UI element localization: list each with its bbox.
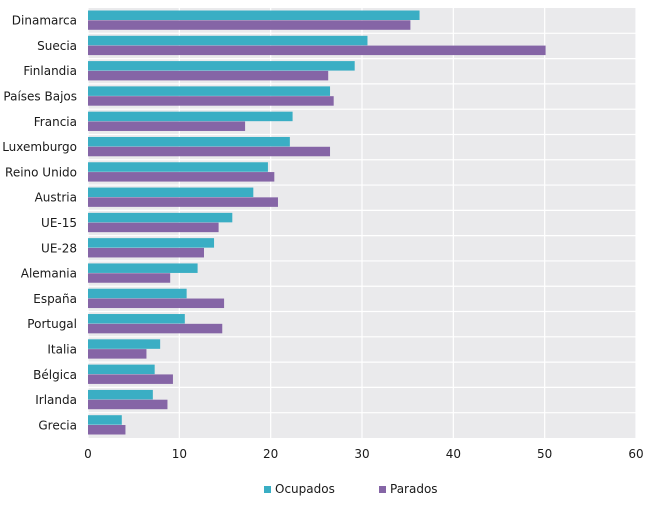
category-label-16: Grecia bbox=[38, 418, 77, 432]
bar-parados-1 bbox=[88, 45, 546, 56]
category-label-4: Francia bbox=[34, 115, 77, 129]
bar-ocupados-3 bbox=[88, 86, 331, 96]
bar-ocupados-15 bbox=[88, 389, 153, 400]
x-tick-label-5: 50 bbox=[537, 447, 552, 461]
category-label-1: Suecia bbox=[37, 39, 77, 53]
category-label-12: Portugal bbox=[27, 317, 77, 331]
bar-parados-4 bbox=[88, 121, 246, 131]
category-label-7: Austria bbox=[35, 191, 77, 205]
bar-parados-2 bbox=[88, 70, 329, 81]
bar-parados-10 bbox=[88, 273, 171, 283]
bar-parados-13 bbox=[88, 349, 147, 359]
x-tick-label-2: 20 bbox=[263, 447, 278, 461]
bar-ocupados-16 bbox=[88, 415, 122, 425]
category-label-0: Dinamarca bbox=[12, 14, 77, 28]
category-label-9: UE-28 bbox=[41, 241, 77, 255]
category-label-13: Italia bbox=[47, 342, 77, 356]
category-label-6: Reino Unido bbox=[5, 165, 77, 179]
category-label-11: España bbox=[33, 292, 77, 306]
bar-ocupados-5 bbox=[88, 136, 290, 147]
bar-parados-5 bbox=[88, 146, 331, 157]
bar-ocupados-1 bbox=[88, 35, 368, 46]
legend-swatch-parados bbox=[379, 486, 386, 493]
bar-parados-16 bbox=[88, 425, 126, 435]
bar-ocupados-10 bbox=[88, 263, 198, 273]
legend: Ocupados Parados bbox=[264, 482, 438, 496]
bar-ocupados-8 bbox=[88, 212, 233, 223]
category-label-5: Luxemburgo bbox=[2, 140, 77, 154]
bar-parados-14 bbox=[88, 374, 173, 384]
x-tick-label-6: 60 bbox=[628, 447, 643, 461]
legend-label-ocupados: Ocupados bbox=[275, 482, 335, 496]
bar-ocupados-6 bbox=[88, 162, 268, 172]
category-label-14: Bélgica bbox=[33, 368, 77, 382]
legend-swatch-ocupados bbox=[264, 486, 271, 493]
legend-label-parados: Parados bbox=[390, 482, 438, 496]
bar-parados-9 bbox=[88, 247, 204, 258]
bars bbox=[88, 10, 546, 435]
bar-ocupados-4 bbox=[88, 111, 293, 122]
bar-ocupados-13 bbox=[88, 339, 161, 349]
bar-ocupados-2 bbox=[88, 61, 355, 71]
bar-ocupados-0 bbox=[88, 10, 420, 20]
bar-parados-8 bbox=[88, 222, 219, 233]
bar-ocupados-7 bbox=[88, 187, 254, 198]
bar-parados-0 bbox=[88, 20, 411, 30]
bar-parados-3 bbox=[88, 96, 334, 106]
category-label-10: Alemania bbox=[21, 267, 77, 281]
x-tick-labels: 0 10 20 30 40 50 60 bbox=[84, 447, 643, 461]
category-label-15: Irlanda bbox=[35, 393, 77, 407]
category-label-2: Finlandia bbox=[23, 64, 77, 78]
category-label-3: Países Bajos bbox=[3, 90, 77, 104]
category-labels: Dinamarca Suecia Finlandia Países Bajos Fran… bbox=[2, 14, 77, 433]
x-tick-label-1: 10 bbox=[172, 447, 187, 461]
x-tick-label-0: 0 bbox=[84, 447, 92, 461]
bar-parados-15 bbox=[88, 399, 168, 410]
bar-parados-7 bbox=[88, 197, 278, 207]
x-tick-label-3: 30 bbox=[354, 447, 369, 461]
bar-ocupados-12 bbox=[88, 314, 185, 324]
bar-parados-11 bbox=[88, 298, 225, 309]
x-tick-label-4: 40 bbox=[446, 447, 461, 461]
bar-parados-6 bbox=[88, 172, 275, 182]
bar-ocupados-14 bbox=[88, 364, 155, 375]
bar-ocupados-9 bbox=[88, 238, 215, 248]
bar-parados-12 bbox=[88, 323, 223, 334]
category-label-8: UE-15 bbox=[41, 216, 77, 230]
bar-ocupados-11 bbox=[88, 288, 187, 299]
